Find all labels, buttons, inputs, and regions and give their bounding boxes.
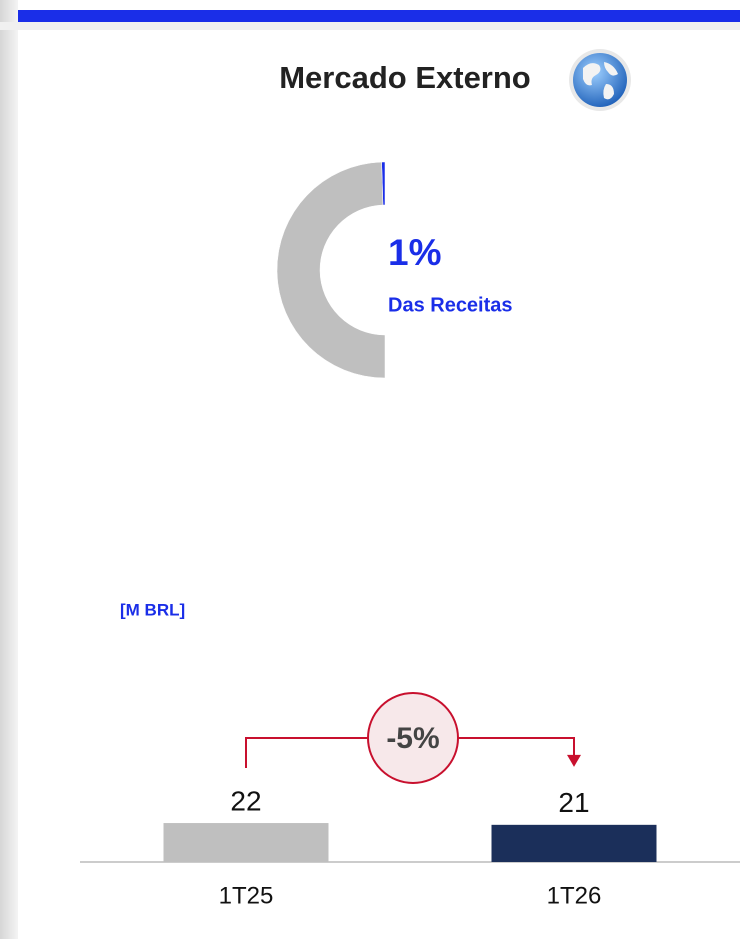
title: Mercado Externo [279, 60, 531, 95]
unit-label: [M BRL] [120, 600, 185, 619]
pie-value-label: 1% [388, 232, 441, 273]
bar [163, 823, 329, 862]
bar-value-label: 21 [558, 787, 589, 818]
donut [276, 161, 386, 379]
donut-slice [276, 161, 386, 379]
category-label: 1T26 [547, 882, 602, 909]
pie-subtitle: Das Receitas [388, 294, 513, 316]
category-label: 1T25 [219, 882, 274, 909]
change-label: -5% [386, 722, 439, 755]
bar-value-label: 22 [230, 785, 261, 816]
globe-icon [569, 49, 631, 111]
change-badge [367, 692, 459, 784]
bar-chart: 22 1T25 21 1T26 -5% [163, 692, 657, 909]
bar [491, 824, 657, 862]
header-bar [18, 10, 740, 22]
header-shadow [0, 22, 740, 30]
change-arrow [567, 754, 581, 767]
sidebar [0, 0, 18, 939]
